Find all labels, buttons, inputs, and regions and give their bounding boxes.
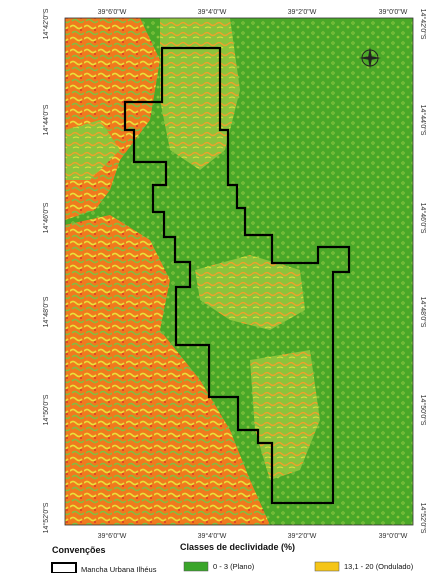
coordinate-label: 14°42'0"S: [419, 9, 427, 40]
coordinate-label: 39°4'0"W: [198, 532, 227, 540]
coordinate-label: 14°50'0"S: [42, 394, 50, 425]
legend-label: 13,1 - 20 (Ondulado): [344, 562, 414, 571]
coordinate-label: 14°44'0"S: [42, 104, 50, 135]
legend-swatch: [184, 562, 208, 571]
coordinate-label: 39°6'0"W: [98, 8, 127, 16]
legend-label: Mancha Urbana Ilhéus: [81, 565, 157, 573]
legend-title: Classes de declividade (%): [180, 542, 295, 552]
legend: Convenções Mancha Urbana Ilhéus Classes …: [52, 542, 414, 573]
coordinate-label: 14°48'0"S: [42, 296, 50, 327]
coordinate-label: 39°0'0"W: [379, 532, 408, 540]
map-figure: 39°6'0"W 39°4'0"W 39°2'0"W 39°0'0"W 39°6'0"W…: [0, 0, 440, 573]
legend-swatch: [52, 563, 76, 573]
legend-title: Convenções: [52, 545, 106, 555]
legend-label: 0 - 3 (Plano): [213, 562, 255, 571]
coordinate-label: 14°50'0"S: [419, 395, 427, 426]
coordinate-label: 14°46'0"S: [419, 203, 427, 234]
coordinate-label: 14°42'0"S: [42, 8, 50, 39]
coordinate-label: 14°52'0"S: [42, 502, 50, 533]
coordinate-label: 39°6'0"W: [98, 532, 127, 540]
map-frame: [65, 18, 413, 525]
coordinate-label: 39°4'0"W: [198, 8, 227, 16]
coordinate-label: 39°0'0"W: [379, 8, 408, 16]
coordinate-label: 14°46'0"S: [42, 202, 50, 233]
coordinate-label: 39°2'0"W: [288, 8, 317, 16]
coordinate-label: 14°44'0"S: [419, 105, 427, 136]
coordinate-label: 39°2'0"W: [288, 532, 317, 540]
legend-swatch: [315, 562, 339, 571]
coordinate-label: 14°52'0"S: [419, 503, 427, 534]
coordinate-label: 14°48'0"S: [419, 297, 427, 328]
